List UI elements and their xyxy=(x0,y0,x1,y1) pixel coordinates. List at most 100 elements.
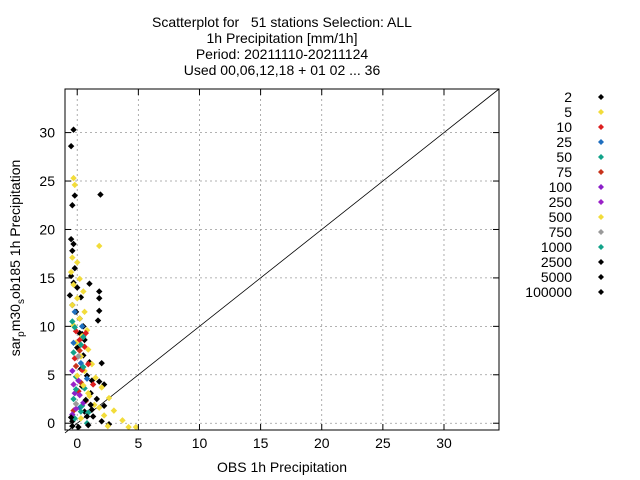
legend-marker xyxy=(598,184,604,190)
x-tick-label: 10 xyxy=(192,435,208,451)
data-point xyxy=(85,409,92,416)
data-point xyxy=(78,323,86,330)
data-point xyxy=(80,288,87,295)
data-point xyxy=(77,294,85,301)
data-point xyxy=(71,265,78,272)
data-point xyxy=(70,174,77,182)
data-point xyxy=(69,247,76,254)
x-axis-label: OBS 1h Precipitation xyxy=(217,459,347,475)
data-point xyxy=(72,362,80,370)
data-point xyxy=(80,382,87,389)
legend-label: 2500 xyxy=(541,254,572,270)
data-point xyxy=(82,396,89,404)
data-point xyxy=(70,381,77,388)
legend-label: 25 xyxy=(556,134,572,150)
x-tick-label: 5 xyxy=(134,435,142,451)
diagonal-line xyxy=(64,88,500,434)
data-point xyxy=(83,413,91,420)
legend-marker xyxy=(598,199,604,205)
title-line-1: Scatterplot for 51 stations Selection: A… xyxy=(152,14,412,30)
legend-label: 750 xyxy=(549,224,573,240)
title-line-3: Period: 20211110-20211124 xyxy=(196,46,369,62)
data-point xyxy=(88,406,96,413)
data-point xyxy=(81,408,88,415)
data-point xyxy=(91,401,98,409)
data-point xyxy=(105,394,113,402)
data-point xyxy=(89,413,97,420)
data-point xyxy=(125,423,132,431)
data-point xyxy=(93,395,100,403)
data-point xyxy=(96,404,103,411)
data-point xyxy=(96,242,103,250)
data-point xyxy=(72,400,80,408)
data-point xyxy=(67,142,75,150)
data-point xyxy=(85,421,92,429)
data-point xyxy=(98,359,105,367)
data-point xyxy=(71,192,78,199)
data-point xyxy=(96,378,103,385)
data-point xyxy=(76,315,83,322)
data-point xyxy=(76,275,83,283)
legend-marker xyxy=(598,244,604,250)
data-point xyxy=(67,268,75,276)
y-axis-label: sarpm30sob185 1h Precipitation xyxy=(7,160,27,357)
legend-marker xyxy=(598,139,604,145)
legend-label: 500 xyxy=(549,209,573,225)
data-point xyxy=(69,202,76,209)
legend-marker xyxy=(598,154,604,160)
data-point xyxy=(75,423,82,431)
y-label-sub-2: s xyxy=(16,299,27,304)
data-point xyxy=(69,411,76,418)
x-tick-label: 0 xyxy=(73,435,81,451)
data-points xyxy=(66,126,140,431)
y-tick-label: 25 xyxy=(39,173,55,189)
legend-marker xyxy=(598,169,604,175)
data-point xyxy=(85,360,92,368)
data-point xyxy=(72,386,80,393)
y-tick-label: 10 xyxy=(39,318,55,334)
data-point xyxy=(100,412,108,419)
data-point xyxy=(81,308,88,316)
y-axis-ticks: 0 5 10 15 20 25 30 xyxy=(39,125,499,431)
data-point xyxy=(86,280,93,287)
data-point xyxy=(76,391,83,399)
data-point xyxy=(72,405,80,412)
y-tick-label: 20 xyxy=(39,221,55,237)
data-point xyxy=(74,284,81,291)
y-tick-label: 30 xyxy=(39,125,55,141)
data-point xyxy=(66,292,74,299)
data-point xyxy=(76,336,83,344)
data-point xyxy=(70,126,77,133)
legend-label: 75 xyxy=(556,164,572,180)
x-tick-label: 30 xyxy=(436,435,452,451)
legend-label: 5000 xyxy=(541,269,572,285)
y-label-part-3: ob185 1h Precipitation xyxy=(7,160,23,299)
data-point xyxy=(132,423,140,431)
y-label-part-1: sar xyxy=(7,337,23,357)
data-point xyxy=(76,347,83,354)
y-tick-label: 5 xyxy=(47,367,55,383)
data-point xyxy=(69,254,76,261)
data-point xyxy=(67,414,75,421)
title-line-2: 1h Precipitation [mm/1h] xyxy=(207,30,358,46)
x-tick-label: 25 xyxy=(375,435,391,451)
data-point xyxy=(80,363,87,371)
data-point xyxy=(77,341,85,348)
legend-marker xyxy=(598,289,604,295)
data-point xyxy=(80,333,87,341)
data-point xyxy=(67,235,75,243)
data-point xyxy=(74,372,81,379)
data-point xyxy=(71,308,78,316)
data-point xyxy=(97,191,104,198)
legend-label: 100 xyxy=(549,179,573,195)
data-point xyxy=(83,375,91,382)
data-point xyxy=(92,374,99,381)
legend-label: 5 xyxy=(564,104,572,120)
data-point xyxy=(69,318,76,325)
data-point xyxy=(75,353,82,360)
legend-marker xyxy=(598,124,604,130)
plot-frame xyxy=(64,88,500,431)
legend-marker xyxy=(598,229,604,235)
data-point xyxy=(69,367,76,375)
